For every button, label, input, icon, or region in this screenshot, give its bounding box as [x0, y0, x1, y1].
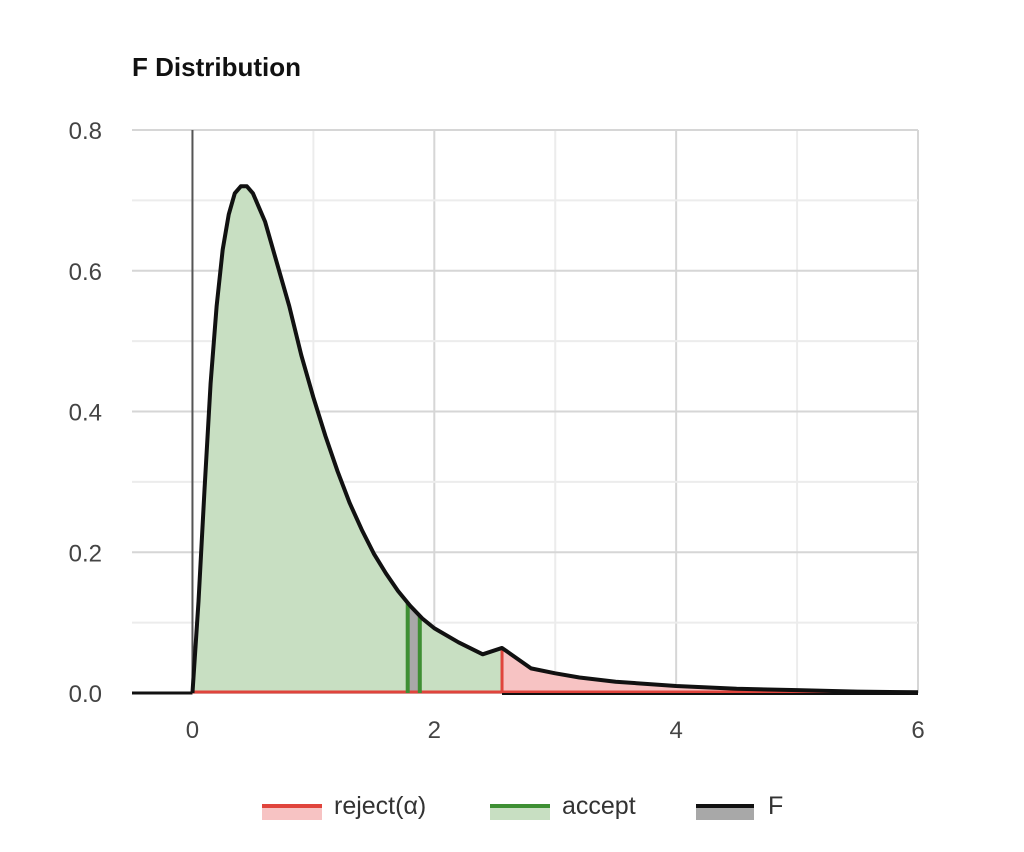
accept-area	[192, 186, 503, 694]
chart-title: F Distribution	[132, 52, 301, 82]
legend-item: reject(α)	[262, 792, 426, 820]
legend-label: F	[768, 792, 783, 820]
legend-item: F	[696, 792, 783, 820]
tick-labels: 0.0 0.2 0.4 0.6 0.8 0 2 4 6	[69, 118, 925, 744]
y-tick-label: 0.8	[69, 118, 102, 145]
y-tick-label: 0.4	[69, 400, 102, 427]
legend-swatch-fill	[490, 806, 550, 820]
lines	[190, 184, 919, 695]
legend-swatch-fill	[696, 806, 754, 820]
y-tick-label: 0.2	[69, 540, 102, 567]
x-tick-label: 6	[911, 717, 924, 744]
x-tick-label: 2	[428, 717, 441, 744]
legend-swatch-fill	[262, 806, 322, 820]
x-tick-label: 4	[669, 717, 682, 744]
f-statistic-area	[407, 602, 420, 693]
y-tick-label: 0.0	[69, 681, 102, 708]
x-tick-label: 0	[186, 717, 199, 744]
legend-item: accept	[490, 792, 636, 820]
legend-label: reject(α)	[334, 792, 426, 820]
legend-label: accept	[562, 792, 636, 820]
f-density-curve	[190, 184, 919, 695]
y-tick-label: 0.6	[69, 259, 102, 286]
legend: reject(α) accept F	[262, 792, 783, 820]
